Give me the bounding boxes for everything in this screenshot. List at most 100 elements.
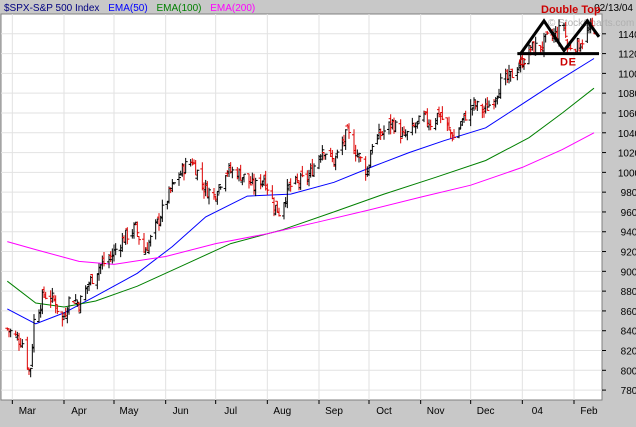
price-bar — [368, 149, 373, 168]
legend-ema50: EMA(50) — [108, 3, 147, 14]
x-tick-label: Aug — [273, 406, 291, 417]
y-tick-label: 840 — [621, 327, 636, 338]
price-bar — [545, 31, 550, 35]
y-tick-label: 980 — [621, 188, 636, 199]
y-tick-label: 1140 — [618, 30, 636, 41]
y-tick-label: 820 — [621, 347, 636, 358]
price-bar — [32, 314, 36, 353]
price-bar — [417, 115, 421, 125]
price-bar — [8, 328, 13, 338]
price-bar — [277, 207, 281, 217]
x-tick-label: Apr — [71, 406, 87, 417]
price-bar — [212, 187, 216, 200]
price-bar — [580, 39, 585, 50]
price-bar — [288, 178, 293, 192]
x-tick-label: Jul — [224, 406, 237, 417]
price-bar — [447, 116, 451, 131]
y-axis: 780 800 820 840 860 880 900 920 940 960 980 1000 102… — [602, 30, 636, 397]
price-bar — [450, 132, 455, 142]
pattern-label-d: D — [560, 57, 568, 69]
x-tick-label: May — [120, 406, 139, 417]
price-bar — [207, 187, 211, 205]
price-bar — [230, 166, 235, 179]
y-tick-label: 860 — [621, 307, 636, 318]
price-bar — [472, 97, 476, 111]
price-bar — [90, 273, 95, 285]
y-tick-label: 1020 — [618, 149, 636, 160]
price-bar — [378, 128, 383, 140]
price-bar — [475, 100, 480, 111]
y-tick-label: 960 — [621, 208, 636, 219]
price-bar — [347, 123, 351, 139]
price-bar — [160, 199, 165, 222]
x-tick-label: Jun — [173, 406, 189, 417]
x-tick-label: Nov — [427, 406, 445, 417]
price-bar — [358, 156, 363, 162]
price-bar — [452, 129, 456, 139]
y-tick-label: 780 — [621, 386, 636, 397]
y-tick-label: 900 — [621, 267, 636, 278]
price-bar — [563, 21, 568, 38]
legend-ema200: EMA(200) — [210, 3, 255, 14]
x-tick-label: Sep — [325, 406, 343, 417]
price-bar — [28, 367, 33, 378]
legend: $SPX-S&P 500 Index EMA(50) EMA(100) EMA(… — [4, 3, 255, 14]
y-tick-label: 1120 — [618, 50, 636, 61]
y-tick-label: 1100 — [618, 69, 636, 80]
price-bar — [487, 100, 491, 108]
y-tick-label: 1060 — [618, 109, 636, 120]
ema-lines — [6, 58, 595, 325]
price-bar — [440, 106, 445, 121]
price-bar — [195, 169, 200, 181]
price-bar — [20, 339, 25, 348]
price-bar — [148, 234, 153, 247]
price-bar — [300, 165, 305, 178]
price-bar — [50, 287, 55, 303]
x-tick-label: Feb — [580, 406, 598, 417]
price-bar — [218, 186, 223, 190]
price-bar — [335, 149, 340, 159]
y-tick-label: 800 — [621, 366, 636, 377]
price-bar — [522, 59, 526, 70]
price-bar — [323, 153, 328, 160]
x-tick-label: Dec — [477, 406, 495, 417]
price-bar — [242, 173, 246, 183]
price-bar — [78, 295, 83, 314]
price-bar — [510, 68, 515, 79]
price-bar — [135, 221, 140, 237]
y-tick-label: 940 — [621, 228, 636, 239]
price-bar — [217, 184, 221, 194]
price-bar — [55, 304, 60, 315]
price-bar — [393, 120, 398, 133]
pattern-title: Double Top — [541, 4, 601, 16]
x-tick-label: Mar — [19, 406, 37, 417]
legend-price: $SPX-S&P 500 Index — [4, 3, 99, 14]
price-bar — [67, 296, 71, 315]
pattern-label-c: C — [518, 57, 526, 69]
price-bar — [215, 191, 220, 205]
date-label: 02/13/04 — [594, 3, 633, 14]
price-bar — [102, 251, 106, 267]
price-bar — [343, 129, 348, 150]
y-tick-label: 920 — [621, 248, 636, 259]
price-bar — [265, 183, 270, 196]
price-bar — [248, 176, 253, 186]
y-tick-label: 1000 — [618, 168, 636, 179]
pattern-label-e: E — [569, 57, 576, 69]
x-tick-label: Oct — [376, 406, 392, 417]
price-bar — [25, 336, 30, 370]
svg-text:$SPX-S&P 500 Index EMA: $SPX-S&P 500 Index EMA(50) EMA(100) EMA(… — [4, 3, 255, 14]
price-bar — [73, 294, 78, 302]
price-bar — [113, 243, 118, 256]
price-bar — [428, 119, 433, 131]
price-bar — [398, 119, 403, 144]
price-bar — [183, 157, 188, 174]
price-bar — [43, 291, 48, 300]
price-bar — [405, 130, 410, 141]
price-bar — [485, 97, 490, 111]
ema-line-ema200 — [7, 132, 595, 265]
x-axis: Mar Apr May Jun Jul Aug Sep Oct Nov Dec 04 Feb — [11, 400, 598, 417]
double-top-zigzag — [519, 18, 601, 55]
